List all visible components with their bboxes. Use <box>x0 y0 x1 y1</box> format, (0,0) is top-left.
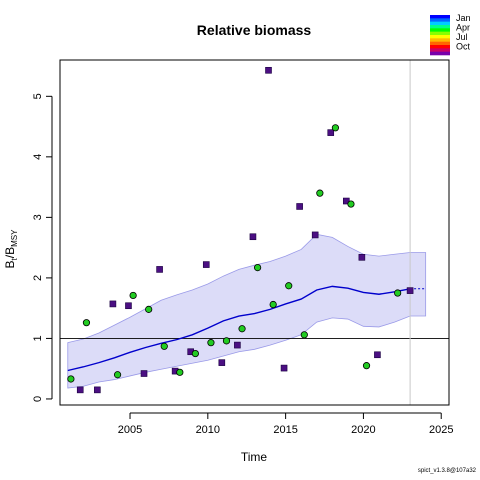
legend-swatch-5 <box>430 31 450 36</box>
y-label-sub-t: t <box>10 257 19 260</box>
y-tick-label-4: 4 <box>32 154 44 160</box>
point-square-3 <box>125 302 132 310</box>
y-axis: 0 1 2 3 4 5 <box>32 93 53 402</box>
ci-band-area <box>67 233 427 389</box>
point-circle-9 <box>222 337 231 345</box>
point-circle-19 <box>394 289 402 297</box>
point-circle-15 <box>316 189 324 197</box>
point-square-12 <box>265 66 272 74</box>
point-square-9 <box>218 359 226 366</box>
y-label-base: B <box>3 260 17 268</box>
point-circle-16 <box>331 124 340 132</box>
observation-points <box>67 66 414 394</box>
point-square-15 <box>311 231 319 239</box>
x-axis-label: Time <box>241 450 268 464</box>
y-tick-label-5: 5 <box>32 93 44 99</box>
legend-swatch-9 <box>430 45 450 49</box>
point-circle-18 <box>362 362 371 370</box>
point-circle-4 <box>145 305 153 313</box>
point-square-2 <box>109 300 117 308</box>
point-circle-6 <box>176 368 184 376</box>
legend-swatch-3 <box>430 25 450 29</box>
plot-frame <box>59 59 450 406</box>
point-square-8 <box>202 261 210 268</box>
x-tick-label-4: 2025 <box>429 424 453 436</box>
point-square-19 <box>374 351 381 359</box>
point-circle-7 <box>191 349 199 358</box>
legend-swatch-1 <box>430 18 450 22</box>
point-square-14 <box>296 203 303 210</box>
legend-swatch-11 <box>430 51 450 56</box>
point-circle-2 <box>113 371 122 379</box>
legend-label-jul: Jul <box>456 32 468 42</box>
y-axis-label: Bt/BMSY <box>3 229 19 269</box>
point-circle-5 <box>160 342 168 350</box>
y-label-mid: /B <box>3 247 17 258</box>
y-tick-label-0: 0 <box>32 396 44 402</box>
y-tick-label-3: 3 <box>32 214 44 220</box>
point-square-20 <box>406 287 414 294</box>
point-circle-12 <box>269 300 277 309</box>
x-axis: 2005 2010 2015 2020 2025 <box>118 412 453 436</box>
point-circle-0 <box>67 375 75 383</box>
median-line <box>67 285 411 372</box>
point-circle-11 <box>254 264 262 272</box>
point-circle-17 <box>347 200 355 208</box>
footer-version: spict_v1.3.8@107a32 <box>418 468 477 474</box>
point-circle-14 <box>300 331 308 339</box>
legend-swatch-4 <box>430 28 450 32</box>
x-tick-label-2: 2015 <box>273 424 297 436</box>
point-circle-13 <box>285 282 293 290</box>
point-square-16 <box>327 129 335 136</box>
point-square-13 <box>280 364 288 372</box>
point-square-0 <box>76 386 84 394</box>
point-circle-10 <box>238 325 246 333</box>
point-circle-8 <box>207 339 215 347</box>
point-circle-3 <box>129 291 137 300</box>
legend-swatch-10 <box>430 48 450 52</box>
point-square-1 <box>94 386 101 394</box>
point-square-18 <box>358 254 366 261</box>
legend-label-oct: Oct <box>456 42 471 52</box>
y-tick-label-1: 1 <box>32 335 44 341</box>
legend-label-jan: Jan <box>456 13 471 23</box>
legend-label-apr: Apr <box>456 23 470 33</box>
point-square-5 <box>156 266 163 273</box>
legend-swatch-8 <box>430 41 450 46</box>
point-square-4 <box>140 370 148 377</box>
point-square-11 <box>249 233 257 241</box>
legend-swatch-2 <box>430 21 450 26</box>
legend-swatch-0 <box>430 15 450 19</box>
y-tick-label-2: 2 <box>32 275 44 281</box>
legend-swatch-6 <box>430 35 450 39</box>
x-tick-label-3: 2020 <box>351 424 375 436</box>
point-square-10 <box>234 341 241 349</box>
legend-swatch-7 <box>430 38 450 42</box>
chart-title: Relative biomass <box>197 22 312 38</box>
confidence-band <box>67 233 427 389</box>
trend-lines <box>60 60 449 405</box>
x-tick-label-1: 2010 <box>196 424 220 436</box>
x-tick-label-0: 2005 <box>118 424 142 436</box>
y-label-sub-msy: MSY <box>10 229 19 247</box>
point-circle-1 <box>82 319 91 327</box>
